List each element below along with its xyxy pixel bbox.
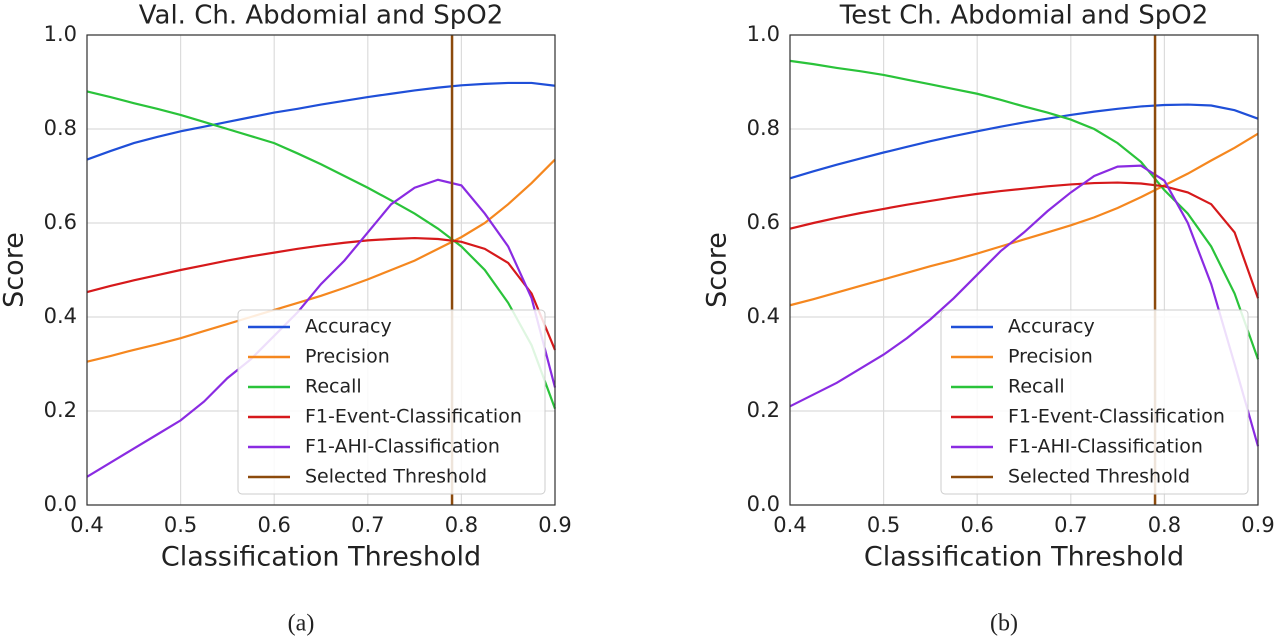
legend-label: Selected Threshold (1008, 466, 1190, 488)
y-axis-label: Score (702, 232, 733, 308)
legend-label: F1-Event-Classification (305, 406, 522, 428)
y-tick-label: 0.6 (747, 210, 780, 234)
x-tick-label: 0.7 (351, 513, 384, 537)
y-tick-label: 0.2 (747, 398, 780, 422)
x-tick-label: 0.6 (960, 513, 993, 537)
x-tick-label: 0.5 (867, 513, 900, 537)
x-tick-label: 0.5 (164, 513, 197, 537)
axes-frame (86, 34, 556, 506)
y-tick-label: 1.0 (44, 22, 77, 46)
series-line (789, 132, 1259, 307)
series-line (86, 90, 557, 410)
series-line (86, 178, 557, 478)
legend-label: Selected Threshold (305, 466, 487, 488)
y-tick-label: 0.4 (44, 304, 77, 328)
legend-label: F1-AHI-Classification (1008, 436, 1203, 458)
series-line (789, 164, 1260, 447)
caption: (b) (990, 611, 1018, 637)
chart-title: Test Ch. Abdomial and SpO2 (839, 1, 1209, 31)
y-tick-label: 0.0 (44, 492, 77, 516)
y-tick-label: 0.4 (747, 304, 780, 328)
x-axis-label: Classification Threshold (161, 542, 481, 573)
legend-label: Recall (1008, 376, 1065, 398)
legend-label: F1-AHI-Classification (305, 436, 500, 458)
x-tick-label: 0.8 (1148, 513, 1181, 537)
y-tick-label: 0.0 (747, 492, 780, 516)
y-tick-label: 1.0 (747, 22, 780, 46)
axes-frame (789, 34, 1259, 506)
x-tick-label: 0.9 (1241, 513, 1274, 537)
series-line (86, 81, 556, 161)
chart-title: Val. Ch. Abdomial and SpO2 (139, 1, 503, 31)
legend-box (237, 309, 546, 495)
caption: (a) (288, 611, 315, 637)
x-tick-label: 0.8 (445, 513, 478, 537)
legend-label: F1-Event-Classification (1008, 406, 1225, 428)
x-tick-label: 0.7 (1054, 513, 1087, 537)
y-tick-label: 0.6 (44, 210, 77, 234)
y-tick-label: 0.8 (747, 116, 780, 140)
legend-box (940, 309, 1249, 495)
x-axis-label: Classification Threshold (864, 542, 1184, 573)
series-line (86, 158, 556, 363)
series-line (789, 103, 1259, 180)
x-tick-label: 0.6 (257, 513, 290, 537)
legend-label: Precision (305, 346, 390, 368)
x-tick-label: 0.4 (773, 513, 806, 537)
subplot: 0.0 0.2 0.4 0.6 0.8 1.0 0.4 0.5 0.6 0.7 0.8 0.9 Accu… (0, 1, 572, 637)
legend-label: Precision (1008, 346, 1093, 368)
y-axis-label: Score (0, 232, 30, 308)
series-line (86, 236, 557, 351)
y-tick-label: 0.2 (44, 398, 77, 422)
legend-label: Accuracy (305, 316, 392, 338)
legend-label: Recall (305, 376, 362, 398)
x-tick-label: 0.9 (538, 513, 571, 537)
y-tick-label: 0.8 (44, 116, 77, 140)
legend-label: Accuracy (1008, 316, 1095, 338)
series-line (789, 181, 1260, 299)
subplot: 0.0 0.2 0.4 0.6 0.8 1.0 0.4 0.5 0.6 0.7 0.8 0.9 Accu… (702, 1, 1275, 637)
series-line (789, 59, 1260, 360)
x-tick-label: 0.4 (70, 513, 103, 537)
